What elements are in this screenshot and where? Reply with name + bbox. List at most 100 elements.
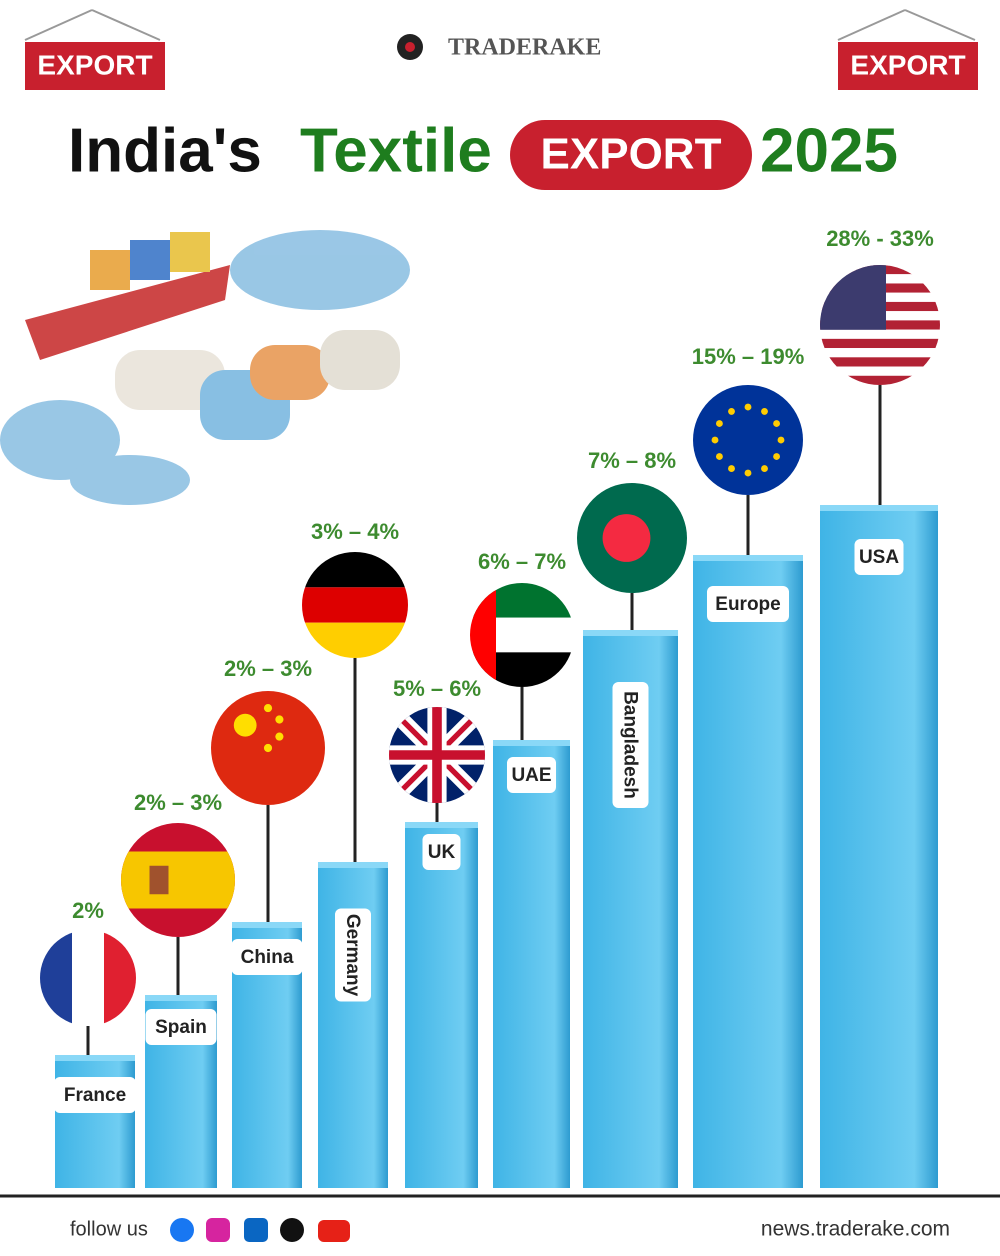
- flag-part: [72, 930, 104, 1026]
- bar-top: [145, 995, 217, 1001]
- flag-part: [121, 851, 235, 909]
- flag-part: [761, 407, 768, 415]
- flag-part: [820, 366, 940, 376]
- country-name: UK: [428, 842, 456, 863]
- country: 3% – 4% Germany: [302, 519, 408, 1188]
- flag: [693, 385, 803, 495]
- flag-part: [820, 329, 940, 339]
- country: 2% – 3% China: [211, 656, 325, 1188]
- country-name: Europe: [715, 594, 780, 615]
- flag-part: [149, 865, 169, 895]
- flag-part: [761, 465, 768, 473]
- flag-part: [820, 357, 940, 367]
- follow-text: follow us: [70, 1218, 148, 1240]
- flag-part: [263, 743, 273, 753]
- site-url: news.traderake.com: [761, 1218, 950, 1241]
- share-label: 2% – 3%: [224, 656, 312, 681]
- label-bg: [145, 1009, 217, 1045]
- title-part: India's: [68, 116, 262, 185]
- country: 2% France: [40, 898, 136, 1188]
- flag-part: [711, 436, 719, 444]
- label-bg: [507, 757, 556, 793]
- country-name: Spain: [155, 1017, 207, 1038]
- flag-part: [470, 583, 496, 687]
- flag-part: [777, 436, 785, 444]
- flag-part: [715, 420, 723, 427]
- share-label: 2% – 3%: [134, 790, 222, 815]
- name-box: Germany: [335, 908, 371, 1002]
- flag-part: [728, 465, 735, 473]
- bar-top: [232, 922, 302, 928]
- share-label: 2%: [72, 898, 104, 923]
- bar-top: [583, 630, 678, 636]
- flag-part: [302, 587, 408, 623]
- flag-part: [602, 514, 651, 562]
- flag-part: [275, 732, 284, 741]
- country-name: Germany: [342, 914, 363, 997]
- country-name: UAE: [511, 765, 551, 786]
- label-bg: [612, 682, 649, 808]
- country-name: USA: [859, 547, 899, 568]
- title-badge-text: EXPORT: [541, 130, 722, 179]
- flag: [211, 691, 325, 805]
- title-year: 2025: [760, 116, 898, 185]
- flag-part: [104, 930, 136, 1026]
- country: 2% – 3% Spain: [121, 790, 235, 1188]
- share-label: 3% – 4%: [311, 519, 399, 544]
- flag-part: [715, 453, 723, 460]
- flag-part: [389, 707, 485, 803]
- country: 5% – 6% UK: [389, 676, 485, 1188]
- flag-part: [40, 930, 72, 1026]
- flag-part: [302, 552, 408, 588]
- country: 7% – 8% Bangladesh: [577, 448, 687, 1188]
- flag-part: [744, 469, 752, 477]
- flag-part: [773, 453, 781, 460]
- bar-top: [55, 1055, 135, 1061]
- label-bg: [854, 539, 904, 575]
- bar: [55, 1055, 135, 1188]
- flag-part: [263, 704, 273, 713]
- flag-part: [275, 715, 284, 724]
- country: 28% - 33% USA: [820, 226, 940, 1188]
- bar-top: [318, 862, 388, 868]
- sign-text: EXPORT: [37, 49, 152, 80]
- flag-part: [744, 403, 752, 411]
- country: 6% – 7% UAE: [470, 549, 574, 1188]
- flag: [121, 823, 235, 937]
- title-badge: [510, 120, 752, 190]
- flag: [577, 483, 687, 593]
- sign-left: EXPORT: [24, 9, 165, 90]
- flag-part: [773, 420, 781, 427]
- label-bg: [422, 834, 461, 870]
- share-label: 15% – 19%: [692, 344, 805, 369]
- name-box: Bangladesh: [612, 682, 649, 808]
- bar: [693, 555, 803, 1188]
- share-label: 28% - 33%: [826, 226, 934, 251]
- country-name: France: [64, 1085, 126, 1106]
- bar-top: [405, 822, 478, 828]
- label-bg: [54, 1077, 136, 1113]
- flag-part: [302, 622, 408, 658]
- illustration: [0, 230, 410, 505]
- flag: [302, 552, 408, 658]
- social-icons: [170, 1218, 350, 1242]
- bar: [820, 505, 938, 1188]
- flag: [820, 265, 940, 385]
- flag-part: [820, 375, 940, 385]
- flag-part: [820, 338, 940, 349]
- bar-top: [693, 555, 803, 561]
- bar-top: [820, 505, 938, 511]
- bar: [405, 822, 478, 1188]
- title-part: Textile: [300, 116, 492, 185]
- bar-top: [493, 740, 570, 746]
- flag-part: [820, 265, 886, 330]
- label-bg: [707, 586, 789, 622]
- label-bg: [335, 908, 371, 1002]
- flag-part: [820, 348, 940, 358]
- brand-name: TRADERAKE: [448, 35, 601, 61]
- flag: [389, 707, 485, 803]
- share-label: 5% – 6%: [393, 676, 481, 701]
- country: 15% – 19% Europe: [692, 344, 805, 1188]
- brand: TRADERAKE: [397, 34, 601, 61]
